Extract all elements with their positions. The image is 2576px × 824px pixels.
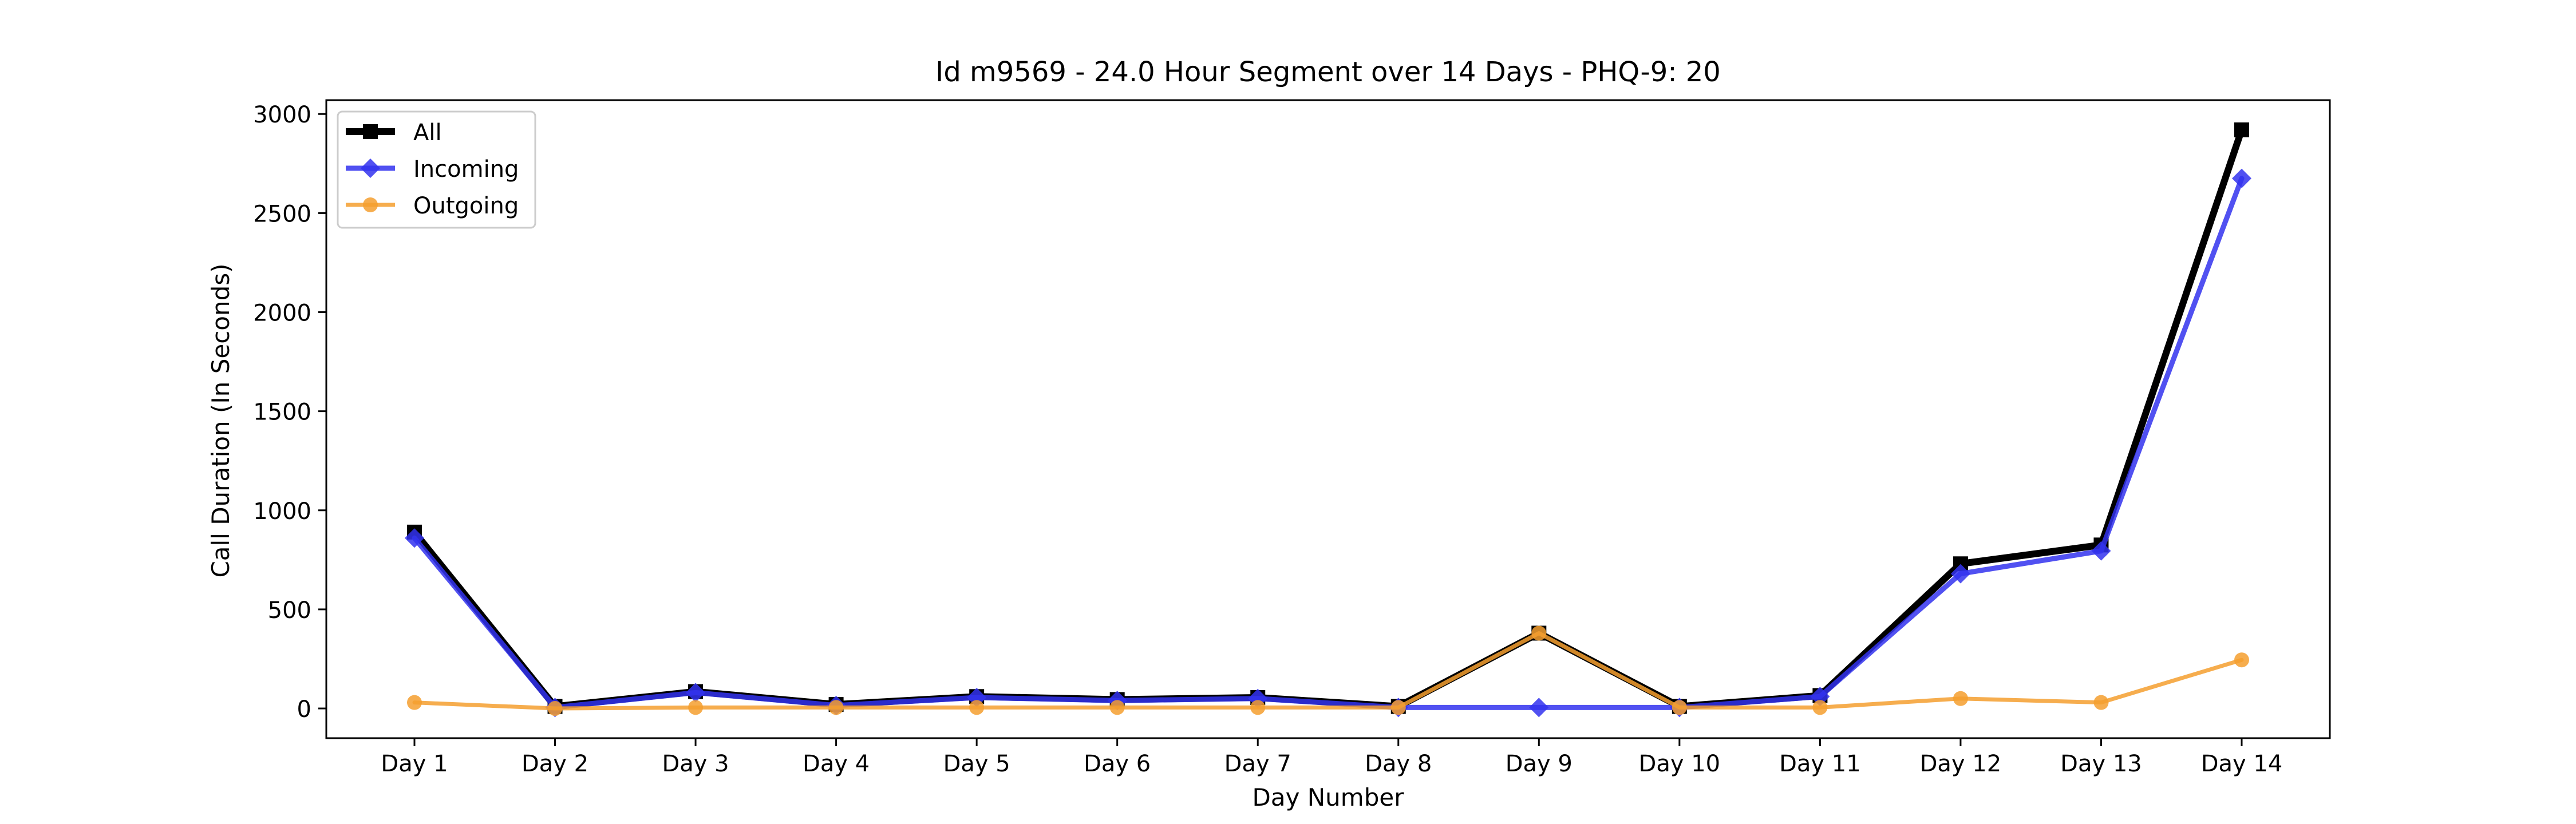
x-tick-label: Day 2 bbox=[521, 751, 588, 777]
x-tick-label: Day 12 bbox=[1920, 751, 2002, 777]
legend-label-incoming: Incoming bbox=[413, 156, 519, 183]
data-point-incoming bbox=[1529, 698, 1549, 718]
data-point-outgoing bbox=[1390, 700, 1406, 715]
data-point-outgoing bbox=[1250, 700, 1266, 715]
x-tick-label: Day 5 bbox=[943, 751, 1010, 777]
data-point-outgoing bbox=[1953, 691, 1968, 706]
legend-marker-outgoing bbox=[363, 197, 378, 212]
data-point-outgoing bbox=[1531, 625, 1547, 641]
x-tick-label: Day 14 bbox=[2201, 751, 2283, 777]
legend-label-all: All bbox=[413, 120, 442, 146]
data-point-incoming bbox=[2232, 168, 2251, 188]
series-lines bbox=[405, 122, 2251, 718]
data-point-incoming bbox=[405, 528, 424, 548]
data-point-outgoing bbox=[547, 701, 563, 716]
data-point-incoming bbox=[2091, 541, 2111, 561]
data-point-outgoing bbox=[1672, 700, 1687, 715]
data-point-outgoing bbox=[407, 695, 422, 710]
data-point-outgoing bbox=[688, 700, 704, 715]
y-tick-label: 3000 bbox=[253, 102, 311, 128]
data-point-outgoing bbox=[2234, 652, 2249, 668]
chart-title: Id m9569 - 24.0 Hour Segment over 14 Day… bbox=[935, 56, 1721, 88]
data-point-all bbox=[2234, 122, 2249, 137]
y-tick-label: 1500 bbox=[253, 399, 311, 426]
data-point-outgoing bbox=[1109, 700, 1125, 715]
plot-frame bbox=[325, 99, 2331, 739]
legend: All Incoming Outgoing bbox=[337, 110, 536, 229]
y-tick-label: 2500 bbox=[253, 201, 311, 227]
data-point-incoming bbox=[686, 683, 706, 703]
x-tick-label: Day 3 bbox=[662, 751, 729, 777]
y-tick-label: 0 bbox=[297, 696, 311, 723]
x-tick-label: Day 13 bbox=[2060, 751, 2142, 777]
x-tick-label: Day 7 bbox=[1224, 751, 1291, 777]
x-tick-label: Day 10 bbox=[1639, 751, 1721, 777]
y-axis-label: Call Duration (In Seconds) bbox=[207, 263, 235, 577]
data-point-incoming bbox=[1810, 687, 1830, 707]
axes: 0 500 1000 1500 2000 2500 3000 Day 1 Day 2 Day 3 D… bbox=[253, 99, 2331, 777]
data-point-outgoing bbox=[969, 700, 985, 715]
y-tick-label: 1000 bbox=[253, 498, 311, 525]
series-line-outgoing bbox=[412, 631, 2244, 711]
data-point-outgoing bbox=[2093, 695, 2109, 710]
y-tick-label: 2000 bbox=[253, 300, 311, 327]
data-point-outgoing bbox=[1812, 700, 1828, 715]
x-tick-label: Day 11 bbox=[1779, 751, 1861, 777]
legend-marker-incoming bbox=[361, 159, 380, 178]
x-tick-label: Day 6 bbox=[1084, 751, 1151, 777]
y-tick-label: 500 bbox=[268, 597, 311, 624]
legend-marker-all bbox=[363, 124, 378, 139]
x-tick-label: Day 1 bbox=[381, 751, 448, 777]
legend-box bbox=[337, 110, 536, 229]
series-outgoing bbox=[407, 625, 2249, 716]
legend-label-outgoing: Outgoing bbox=[413, 193, 519, 219]
series-line-incoming bbox=[412, 176, 2245, 710]
x-tick-label: Day 8 bbox=[1365, 751, 1432, 777]
data-point-incoming bbox=[1950, 564, 1970, 584]
x-tick-label: Day 9 bbox=[1506, 751, 1573, 777]
x-tick-label: Day 4 bbox=[803, 751, 870, 777]
data-point-outgoing bbox=[828, 700, 844, 715]
x-axis-label: Day Number bbox=[1252, 783, 1404, 811]
